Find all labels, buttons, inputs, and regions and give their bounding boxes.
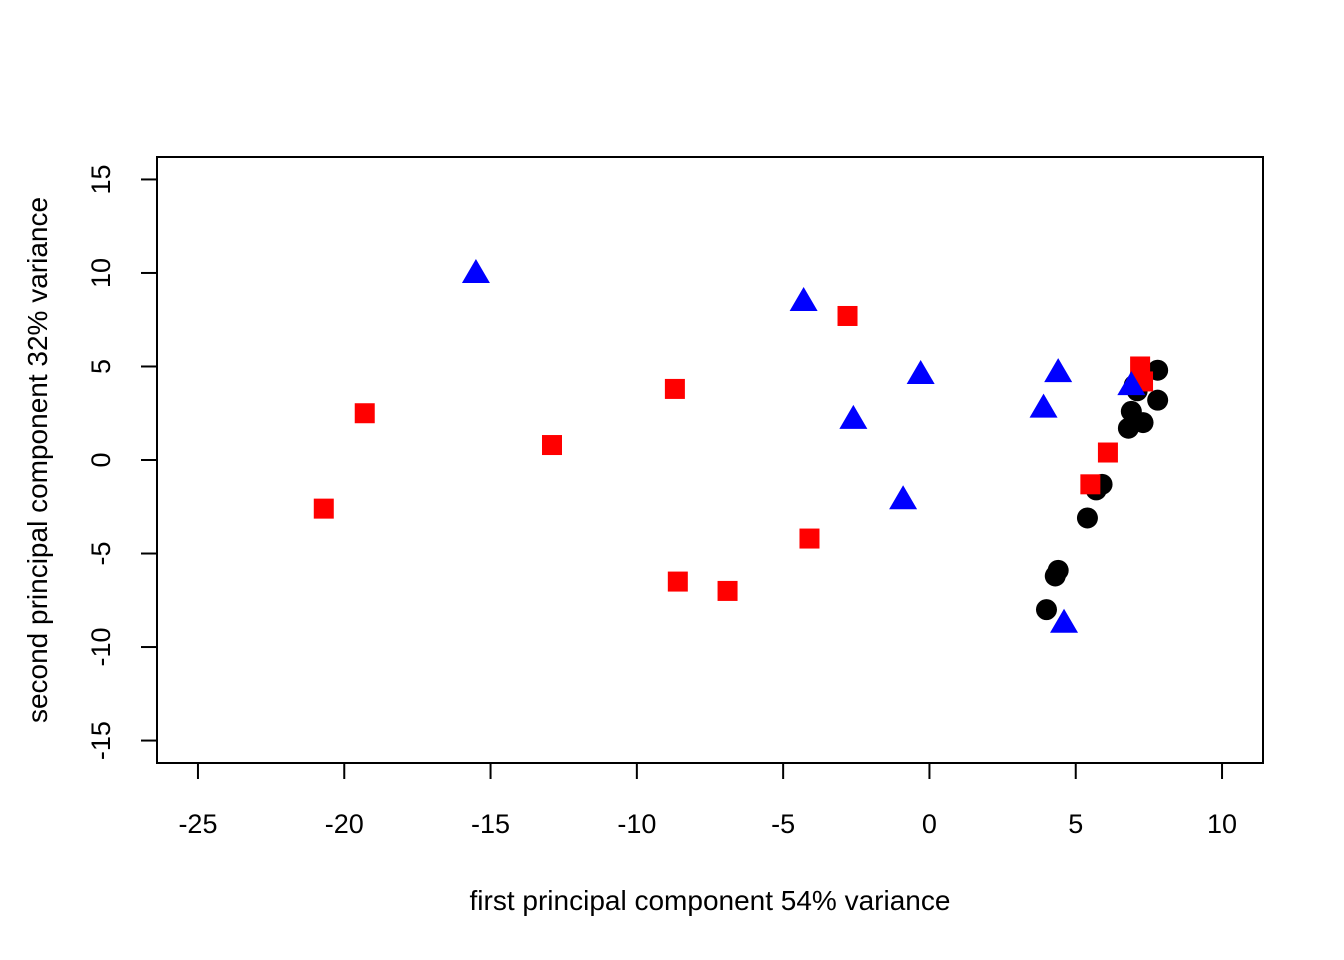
square-point xyxy=(313,498,334,519)
x-tick-label: -10 xyxy=(617,809,656,839)
triangle-point xyxy=(1117,371,1146,396)
triangle-point xyxy=(1029,393,1058,418)
x-axis: -25 -20 -15 -10 -5 0 5 10 xyxy=(178,762,1237,839)
square-point xyxy=(667,571,688,592)
x-tick-label: -20 xyxy=(325,809,364,839)
y-axis-title: second principal component 32% variance xyxy=(22,197,53,723)
y-tick-label: -15 xyxy=(86,721,116,760)
square-point xyxy=(837,305,858,326)
square-point xyxy=(717,580,738,601)
circle-point xyxy=(1035,599,1057,621)
y-tick-label: 0 xyxy=(86,452,116,467)
triangle-point xyxy=(1044,358,1073,383)
plot-frame xyxy=(156,156,1264,764)
y-tick-label: 5 xyxy=(86,359,116,374)
square-point xyxy=(354,403,375,424)
square-point xyxy=(664,378,685,399)
x-tick-label: -5 xyxy=(771,809,795,839)
x-tick-label: 5 xyxy=(1068,809,1083,839)
y-tick-label: 15 xyxy=(86,164,116,194)
x-axis-title: first principal component 54% variance xyxy=(470,885,951,916)
y-tick-label: -5 xyxy=(86,542,116,566)
square-point xyxy=(542,435,562,456)
triangle-point xyxy=(889,485,918,510)
circle-point xyxy=(1147,389,1169,411)
triangle-point xyxy=(1050,608,1079,633)
x-tick-label: -25 xyxy=(178,809,217,839)
x-tick-label: 0 xyxy=(922,809,937,839)
triangle-point xyxy=(461,258,490,283)
triangle-point xyxy=(789,287,818,312)
data-points xyxy=(313,258,1169,633)
y-axis: -15 -10 -5 0 5 10 15 xyxy=(86,164,158,760)
triangle-point xyxy=(839,404,868,429)
circle-point xyxy=(1117,417,1139,439)
y-tick-label: -10 xyxy=(86,628,116,667)
x-tick-label: 10 xyxy=(1207,809,1237,839)
y-tick-label: 10 xyxy=(86,258,116,288)
square-point xyxy=(799,528,820,549)
square-point xyxy=(1080,474,1101,495)
triangle-point xyxy=(906,359,935,384)
x-tick-label: -15 xyxy=(471,809,510,839)
square-point xyxy=(1097,442,1118,463)
circle-point xyxy=(1044,565,1066,587)
circle-point xyxy=(1076,507,1098,529)
